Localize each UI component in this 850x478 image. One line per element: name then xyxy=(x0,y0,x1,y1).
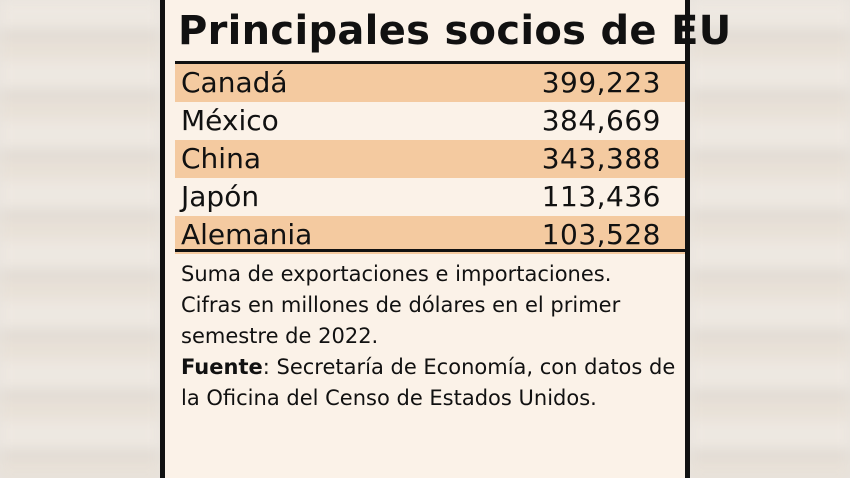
table-row: Canadá 399,223 xyxy=(175,64,685,102)
row-value: 113,436 xyxy=(541,180,661,213)
table-row: Japón 113,436 xyxy=(175,178,685,216)
row-label: Japón xyxy=(181,180,260,213)
row-value: 103,528 xyxy=(541,218,661,251)
title-divider xyxy=(175,61,685,64)
row-value: 384,669 xyxy=(541,104,661,137)
row-label: México xyxy=(181,104,279,137)
table-row: China 343,388 xyxy=(175,140,685,178)
source-label: Fuente xyxy=(181,355,263,379)
row-label: China xyxy=(181,142,261,175)
table-row: México 384,669 xyxy=(175,102,685,140)
notes-divider xyxy=(175,249,685,252)
table-card: Principales socios de EU Canadá 399,223 … xyxy=(160,0,731,478)
row-label: Alemania xyxy=(181,218,313,251)
source-note: Fuente: Secretaría de Economía, con dato… xyxy=(181,352,677,414)
background-right xyxy=(690,0,850,478)
table-rows: Canadá 399,223 México 384,669 China 343,… xyxy=(175,64,685,254)
note-text: Suma de exportaciones e importaciones. C… xyxy=(181,262,621,348)
row-value: 343,388 xyxy=(541,142,661,175)
row-value: 399,223 xyxy=(541,66,661,99)
source-text: : Secretaría de Economía, con datos de l… xyxy=(181,355,676,410)
table-notes: Suma de exportaciones e importaciones. C… xyxy=(181,259,677,414)
chart-title: Principales socios de EU xyxy=(178,8,732,54)
background-left xyxy=(0,0,160,478)
table-row: Alemania 103,528 xyxy=(175,216,685,254)
row-label: Canadá xyxy=(181,66,288,99)
